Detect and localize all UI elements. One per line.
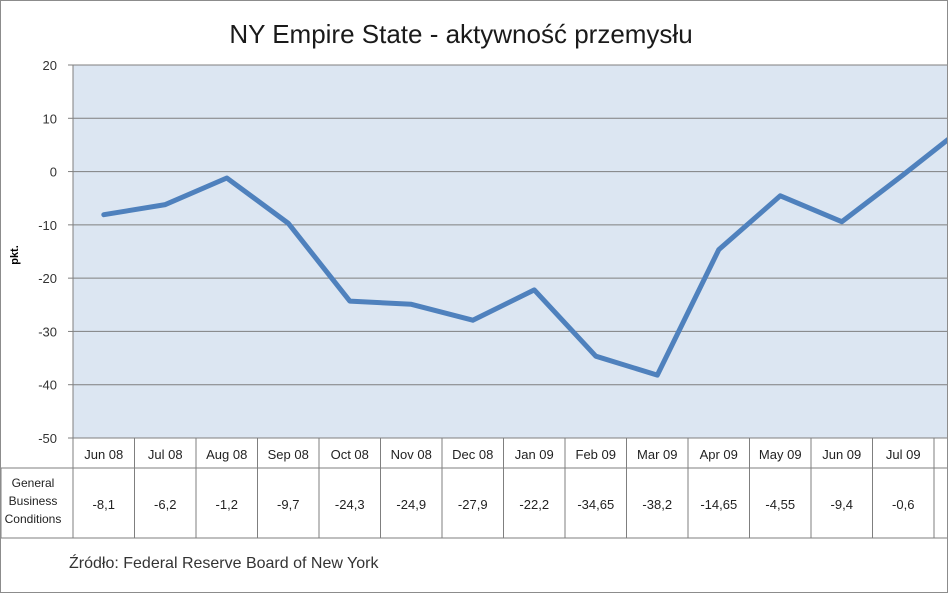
x-category-label: May 09: [759, 447, 802, 462]
x-category-label: Nov 08: [391, 447, 432, 462]
data-table-value: -0,6: [892, 497, 914, 512]
data-table-value: -27,9: [458, 497, 488, 512]
data-table-value: -6,2: [154, 497, 176, 512]
series-name-label: Conditions: [5, 512, 62, 526]
data-table-value: -22,2: [519, 497, 549, 512]
data-table-value: -24,3: [335, 497, 365, 512]
x-category-label: Sep 08: [268, 447, 309, 462]
x-category-label: Jul 09: [886, 447, 921, 462]
y-tick-label: -20: [38, 271, 57, 286]
series-name-label: General: [12, 476, 55, 490]
data-table-value: -8,1: [93, 497, 115, 512]
series-line: [101, 137, 947, 378]
data-table-value: -9,4: [831, 497, 853, 512]
source-note: Źródło: Federal Reserve Board of New Yor…: [69, 555, 379, 572]
y-tick-label: -30: [38, 324, 57, 339]
x-category-label: Jul 08: [148, 447, 183, 462]
x-category-label: Apr 09: [700, 447, 738, 462]
y-tick-label: 0: [50, 165, 57, 180]
chart-title: NY Empire State - aktywność przemysłu: [229, 19, 693, 49]
series-name-label: Business: [9, 494, 58, 508]
data-table-value: -4,55: [765, 497, 795, 512]
data-table-value: -34,65: [577, 497, 614, 512]
x-category-label: Aug 08: [206, 447, 247, 462]
plot-area: [72, 64, 947, 439]
x-category-label: Jun 09: [822, 447, 861, 462]
y-tick-label: -40: [38, 378, 57, 393]
data-table-value: -9,7: [277, 497, 299, 512]
x-category-label: Feb 09: [576, 447, 616, 462]
x-category-label: Jun 08: [84, 447, 123, 462]
data-table-value: -24,9: [396, 497, 426, 512]
y-tick-label: 20: [43, 58, 57, 73]
y-tick-label: -50: [38, 431, 57, 446]
data-table-value: -1,2: [216, 497, 238, 512]
data-table-value: -38,2: [642, 497, 672, 512]
y-tick-label: -10: [38, 218, 57, 233]
x-category-label: Oct 08: [331, 447, 369, 462]
data-table-value: -14,65: [700, 497, 737, 512]
x-category-label: Jan 09: [515, 447, 554, 462]
y-tick-label: 10: [43, 111, 57, 126]
x-category-label: Mar 09: [637, 447, 677, 462]
x-category-label: Dec 08: [452, 447, 493, 462]
